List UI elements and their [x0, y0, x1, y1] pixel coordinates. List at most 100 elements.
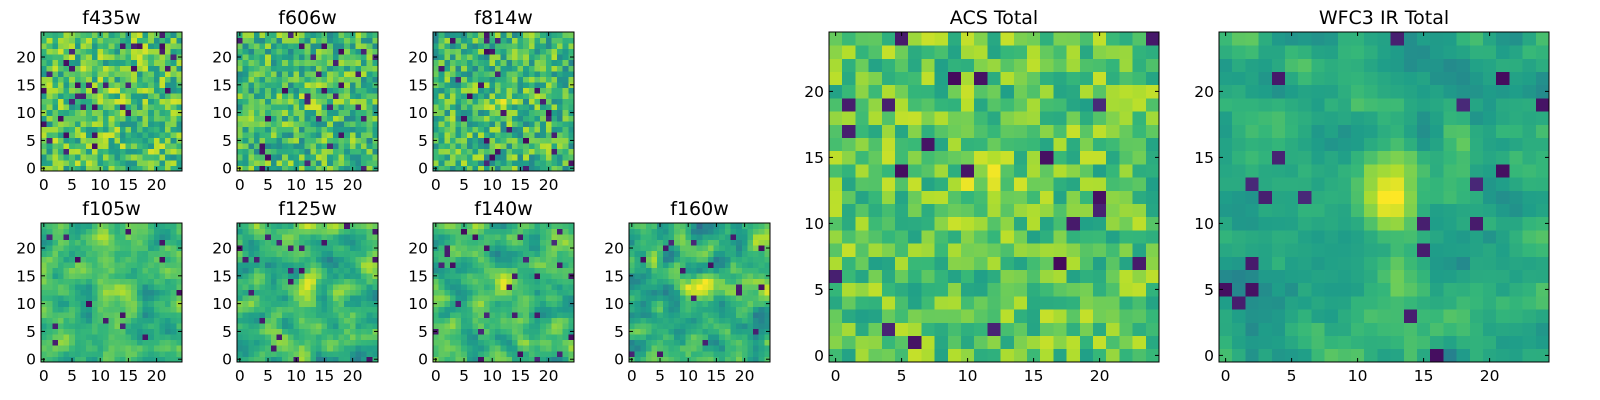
heatmap-cell	[103, 159, 110, 166]
heatmap-cell	[947, 309, 962, 323]
heatmap-cell	[685, 256, 692, 263]
heatmap-cell	[103, 356, 110, 363]
heatmap-cell	[691, 245, 698, 252]
heatmap-cell	[645, 300, 652, 307]
heatmap-cell	[764, 261, 771, 268]
heatmap-cell	[455, 234, 462, 241]
heatmap-cell	[764, 345, 771, 352]
heatmap-cell	[455, 311, 462, 318]
heatmap-cell	[517, 87, 524, 94]
heatmap-cell	[730, 334, 737, 341]
heatmap-cell	[444, 37, 451, 44]
heatmap-cell	[449, 126, 456, 133]
heatmap-cell	[69, 284, 76, 291]
heatmap-cell	[685, 350, 692, 357]
heatmap-cell	[540, 165, 547, 172]
heatmap-cell	[674, 239, 681, 246]
heatmap-cell	[97, 159, 104, 166]
heatmap-cell	[265, 256, 272, 263]
heatmap-cell	[142, 148, 149, 155]
heatmap-cell	[338, 115, 345, 122]
heatmap-cell	[119, 223, 126, 229]
heatmap-cell	[176, 239, 183, 246]
heatmap-cell	[321, 334, 328, 341]
heatmap-cell	[634, 228, 641, 235]
heatmap-cell	[478, 132, 485, 139]
heatmap-cell	[125, 48, 132, 55]
heatmap-cell	[69, 245, 76, 252]
heatmap-cell	[276, 32, 283, 38]
heatmap-cell	[270, 104, 277, 111]
heatmap-cell	[170, 137, 177, 144]
heatmap-cell	[483, 132, 490, 139]
heatmap-cell	[242, 87, 249, 94]
heatmap-cell	[472, 43, 479, 50]
heatmap-cell	[730, 295, 737, 302]
heatmap-cell	[1106, 282, 1120, 297]
heatmap-cell	[304, 132, 311, 139]
heatmap-cell	[176, 289, 183, 296]
heatmap-cell	[327, 323, 334, 330]
heatmap-cell	[52, 54, 59, 61]
heatmap-cell	[276, 82, 283, 88]
heatmap-cell	[629, 289, 636, 296]
heatmap-cell	[645, 256, 652, 263]
heatmap-cell	[276, 143, 283, 150]
heatmap-cell	[562, 154, 569, 161]
heatmap-cell	[248, 98, 255, 105]
heatmap-cell	[495, 356, 502, 363]
heatmap-cell	[136, 76, 143, 83]
heatmap-cell	[242, 109, 249, 116]
heatmap-cell	[57, 109, 64, 116]
heatmap-cell	[237, 250, 244, 257]
heatmap-cell	[253, 328, 260, 335]
heatmap-cell	[366, 59, 373, 66]
heatmap-cell	[108, 137, 115, 144]
heatmap-cell	[495, 345, 502, 352]
heatmap-cell	[276, 300, 283, 307]
heatmap-cell	[472, 306, 479, 313]
heatmap-cell	[461, 65, 468, 72]
heatmap-cell	[668, 328, 675, 335]
heatmap-cell	[304, 295, 311, 302]
heatmap-cell	[315, 43, 322, 50]
heatmap-cell	[304, 278, 311, 285]
heatmap-cell	[344, 295, 351, 302]
heatmap-cell	[921, 269, 935, 284]
heatmap-cell	[159, 273, 166, 279]
heatmap-cell	[46, 300, 53, 307]
heatmap-cell	[842, 335, 856, 350]
heatmap-cell	[495, 104, 502, 111]
heatmap-cell	[528, 70, 535, 77]
heatmap-cell	[1066, 348, 1081, 363]
heatmap-cell	[696, 223, 703, 229]
heatmap-cell	[674, 284, 681, 291]
x-tick-label: 0	[235, 176, 245, 194]
heatmap-cell	[86, 295, 93, 302]
heatmap-cell	[629, 323, 636, 330]
x-tick-label: 20	[539, 367, 559, 385]
heatmap-cell	[355, 37, 362, 44]
heatmap-cell	[63, 345, 70, 352]
heatmap-cell	[86, 317, 93, 324]
heatmap-cell	[483, 70, 490, 77]
heatmap-cell	[881, 296, 896, 310]
heatmap-cell	[344, 104, 351, 111]
heatmap-cell	[557, 115, 564, 122]
heatmap-cell	[557, 350, 564, 357]
heatmap-cell	[489, 104, 496, 111]
heatmap-cell	[125, 239, 132, 246]
heatmap-cell	[248, 339, 255, 346]
heatmap-cell	[540, 356, 547, 363]
heatmap-cell	[545, 148, 552, 155]
heatmap-cell	[159, 165, 166, 172]
heatmap-cell	[500, 76, 507, 83]
heatmap-cell	[724, 228, 731, 235]
heatmap-cell	[276, 154, 283, 161]
heatmap-cell	[1145, 322, 1160, 336]
heatmap-cell	[1093, 177, 1107, 191]
heatmap-cell	[57, 300, 64, 307]
heatmap-cell	[63, 137, 70, 144]
heatmap-cell	[433, 98, 440, 105]
heatmap-cell	[438, 109, 445, 116]
